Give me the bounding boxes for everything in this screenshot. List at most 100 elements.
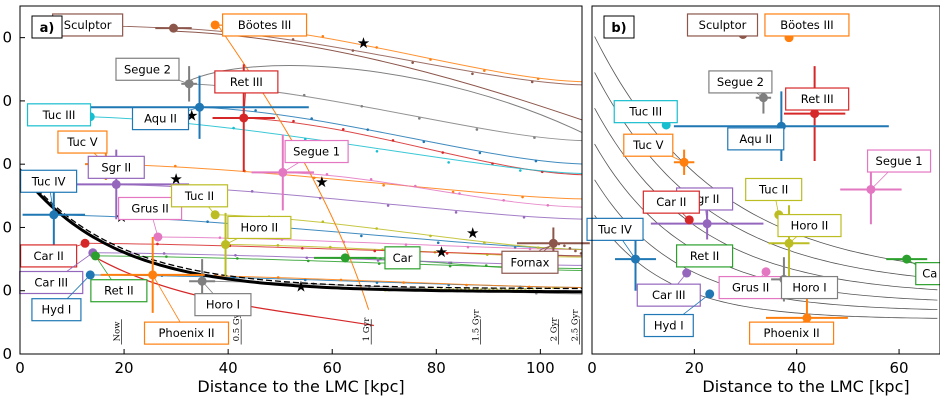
galaxy-grus-ii: Grus II <box>718 267 783 300</box>
orbit-star: ★ <box>357 34 370 52</box>
time-marker-label: 2.5 Gyr <box>570 309 580 342</box>
orbit-dot <box>411 61 414 64</box>
orbit-dot <box>218 236 222 239</box>
orbit-line-aqu-ii <box>199 106 582 165</box>
orbit-dot <box>534 159 538 163</box>
orbit-dot <box>325 173 329 176</box>
label-box <box>115 57 180 81</box>
orbit-dot <box>206 220 209 223</box>
orbit-dot <box>448 261 451 265</box>
contour-curve <box>594 215 938 319</box>
galaxy-phoenix-ii: Phoenix II <box>748 298 848 345</box>
label-box <box>777 213 842 238</box>
galaxy-ret-iii: Ret III <box>212 64 279 172</box>
label-box <box>748 321 835 345</box>
label-box <box>643 313 694 338</box>
x-tick-label: 40 <box>787 359 806 377</box>
galaxy-label: Tuc IV <box>31 174 66 188</box>
y-tick-label: 0 <box>2 282 12 300</box>
galaxy-label: Segue 2 <box>124 62 171 76</box>
lmc-tidal-curve <box>20 170 582 294</box>
x-tick-label: 40 <box>219 359 238 377</box>
label-box <box>727 127 785 151</box>
galaxy-label: Ret II <box>690 249 720 263</box>
galaxy-label: Tuc II <box>758 182 788 196</box>
galaxy-label: Horo I <box>792 281 826 295</box>
galaxy-label: Horo II <box>241 220 279 234</box>
galaxy-car-ii: Car II <box>642 190 700 225</box>
orbit-dot <box>339 278 343 282</box>
label-box <box>780 275 839 300</box>
orbit-dot <box>519 169 522 172</box>
galaxy-label: Grus II <box>131 201 168 215</box>
orbit-dot <box>458 192 461 195</box>
orbit-dot <box>483 69 486 72</box>
orbit-dot <box>312 176 316 180</box>
galaxy-horo-ii: Horo II <box>221 212 292 277</box>
orbit-dot <box>585 254 588 257</box>
orbit-dot <box>521 195 524 199</box>
orbit-dot <box>351 49 355 52</box>
plot-frame <box>591 5 940 355</box>
galaxy-label: Ret III <box>801 92 834 106</box>
x-tick-label: 0 <box>587 359 597 377</box>
time-marker-label: Now <box>112 321 122 342</box>
label-box <box>384 246 421 270</box>
label-box <box>501 250 559 274</box>
galaxy-label: Sgr II <box>101 160 131 174</box>
orbit-dot <box>418 117 421 120</box>
galaxy-car-ii: Car II <box>20 238 90 268</box>
galaxy-label: Car III <box>34 276 68 290</box>
galaxy-label: Sculptor <box>64 18 112 32</box>
orbit-dot <box>528 247 532 251</box>
orbit-dot <box>579 252 582 255</box>
orbit-line-bootes-iii-drop <box>217 24 370 310</box>
orbit-dot <box>536 246 540 249</box>
galaxy-label: Ret III <box>230 75 263 89</box>
galaxy-sculptor: Sculptor <box>52 13 192 37</box>
orbit-dot <box>574 249 577 253</box>
orbit-dot <box>382 183 385 187</box>
orbit-dot <box>301 246 304 250</box>
galaxy-horo-i: Horo I <box>189 259 252 317</box>
orbit-dot <box>321 220 325 223</box>
galaxy-label: Car III <box>652 288 686 302</box>
x-tick-label: 100 <box>526 359 555 377</box>
orbit-dot <box>375 149 379 153</box>
galaxy-label: Fornax <box>511 255 550 269</box>
galaxy-segue-2: Segue 2 <box>708 70 773 114</box>
orbit-dot <box>156 242 159 246</box>
orbit-dot <box>466 245 470 249</box>
galaxy-label: Ca <box>922 267 937 281</box>
label-box <box>866 149 932 173</box>
galaxy-tuc-v: Tuc V <box>623 133 695 175</box>
orbit-dot <box>448 264 452 268</box>
label-box <box>745 177 803 202</box>
orbit-star: ★ <box>466 224 479 242</box>
galaxy-horo-i: Horo I <box>771 257 839 302</box>
label-box <box>785 87 850 111</box>
orbit-dot <box>478 151 482 155</box>
label-box <box>586 217 644 241</box>
lmc-tidal-curve-dashed <box>20 168 582 290</box>
orbit-dot <box>276 243 280 247</box>
galaxy-label: Tuc V <box>66 135 98 149</box>
label-box <box>221 13 308 37</box>
galaxy-b-otes-iii: Böotes III <box>764 13 850 43</box>
y-tick-label: 0 <box>2 29 12 47</box>
galaxy-aqu-ii: Aqu II <box>90 75 309 139</box>
galaxy-b-otes-iii: Böotes III <box>210 13 308 37</box>
orbit-dot <box>366 128 370 131</box>
label-box <box>764 13 850 37</box>
orbit-dot <box>306 259 310 263</box>
orbit-dot <box>533 136 536 139</box>
time-marker-label: 1.5 Gyr <box>472 309 482 342</box>
orbit-dot <box>483 241 486 245</box>
orbit-dot <box>375 46 378 49</box>
orbit-dot <box>360 104 364 108</box>
orbit-dot <box>563 244 566 248</box>
label-box <box>170 184 229 208</box>
orbit-dot <box>546 203 550 207</box>
orbit-dot <box>429 234 432 238</box>
time-marker-label: 2 Gyr <box>550 317 560 342</box>
